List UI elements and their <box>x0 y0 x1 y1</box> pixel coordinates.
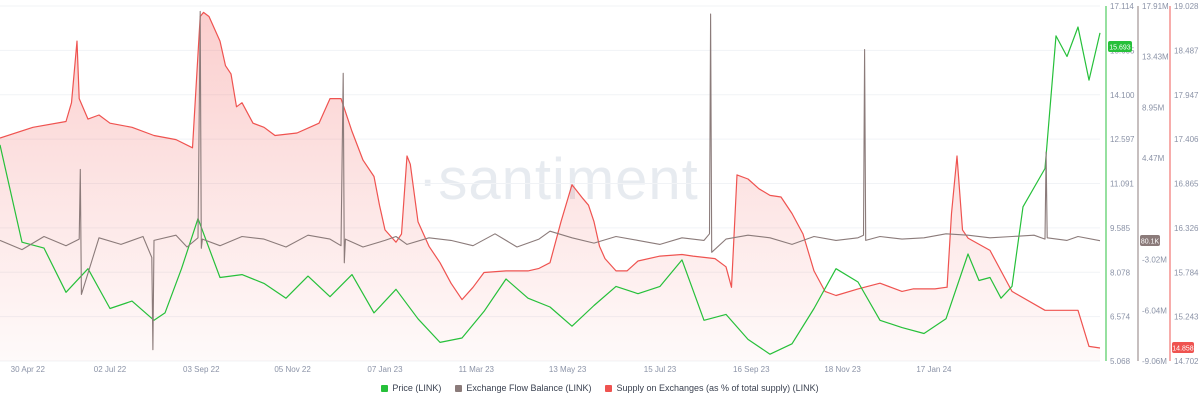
x-tick-label: 18 Nov 23 <box>824 365 861 374</box>
legend-item-supply[interactable]: Supply on Exchanges (as % of total suppl… <box>605 383 819 393</box>
price-line <box>0 26 1101 355</box>
price-tick-label: 12.597 <box>1110 135 1135 144</box>
price-current-value: 15.693 <box>1109 45 1131 52</box>
legend-item-flow[interactable]: Exchange Flow Balance (LINK) <box>455 383 591 393</box>
supply-tick-label: 16.865 <box>1174 180 1199 189</box>
legend-swatch-flow <box>455 384 463 392</box>
x-tick-label: 05 Nov 22 <box>274 365 311 374</box>
legend-item-price[interactable]: Price (LINK) <box>381 383 441 393</box>
price-tick-label: 5.068 <box>1110 357 1131 366</box>
flow-tick-label: 4.47M <box>1142 154 1165 163</box>
x-tick-label: 02 Jul 22 <box>94 365 127 374</box>
supply-tick-label: 19.028 <box>1174 2 1199 11</box>
flow-balance-line <box>0 10 1101 351</box>
flow-tick-label: -9.06M <box>1142 357 1167 366</box>
x-tick-label: 30 Apr 22 <box>11 365 46 374</box>
price-tick-label: 11.091 <box>1110 180 1134 189</box>
legend: Price (LINK) Exchange Flow Balance (LINK… <box>0 383 1200 393</box>
x-tick-label: 11 Mar 23 <box>459 365 495 374</box>
legend-swatch-supply <box>605 384 613 392</box>
legend-label: Price (LINK) <box>392 383 442 393</box>
legend-label: Supply on Exchanges (as % of total suppl… <box>616 383 819 393</box>
flow-current-badge <box>1140 235 1160 246</box>
price-tick-label: 8.078 <box>1110 268 1131 277</box>
flow-tick-label: 17.91M <box>1142 2 1169 11</box>
supply-tick-label: 17.947 <box>1174 91 1199 100</box>
flow-tick-label: 13.43M <box>1142 53 1169 62</box>
supply-tick-label: 16.326 <box>1174 224 1199 233</box>
price-tick-label: 17.114 <box>1110 2 1134 11</box>
flow-current-value: 80.1K <box>1141 239 1160 246</box>
supply-line <box>0 11 1101 349</box>
x-tick-label: 16 Sep 23 <box>733 365 770 374</box>
legend-swatch-price <box>381 384 389 392</box>
flow-tick-label: -6.04M <box>1142 306 1167 315</box>
x-tick-label: 03 Sep 22 <box>183 365 220 374</box>
supply-tick-label: 18.487 <box>1174 46 1199 55</box>
flow-tick-label: 8.95M <box>1142 103 1165 112</box>
x-tick-label: 07 Jan 23 <box>367 365 403 374</box>
x-tick-label: 15 Jul 23 <box>644 365 677 374</box>
price-tick-label: 14.100 <box>1110 91 1135 100</box>
price-current-badge <box>1108 41 1132 52</box>
flow-tick-label: -3.02M <box>1142 256 1167 265</box>
price-tick-label: 9.585 <box>1110 224 1131 233</box>
legend-label: Exchange Flow Balance (LINK) <box>466 383 592 393</box>
supply-tick-label: 17.406 <box>1174 135 1199 144</box>
x-tick-label: 13 May 23 <box>549 365 587 374</box>
watermark: ·santiment <box>418 147 699 212</box>
supply-tick-label: 15.243 <box>1174 313 1199 322</box>
price-tick-label: 6.574 <box>1110 313 1131 322</box>
supply-current-badge <box>1172 342 1194 353</box>
supply-current-value: 14.858 <box>1172 346 1194 353</box>
x-tick-label: 17 Jan 24 <box>916 365 952 374</box>
supply-area <box>0 12 1100 362</box>
supply-tick-label: 14.702 <box>1174 357 1199 366</box>
supply-tick-label: 15.784 <box>1174 268 1199 277</box>
